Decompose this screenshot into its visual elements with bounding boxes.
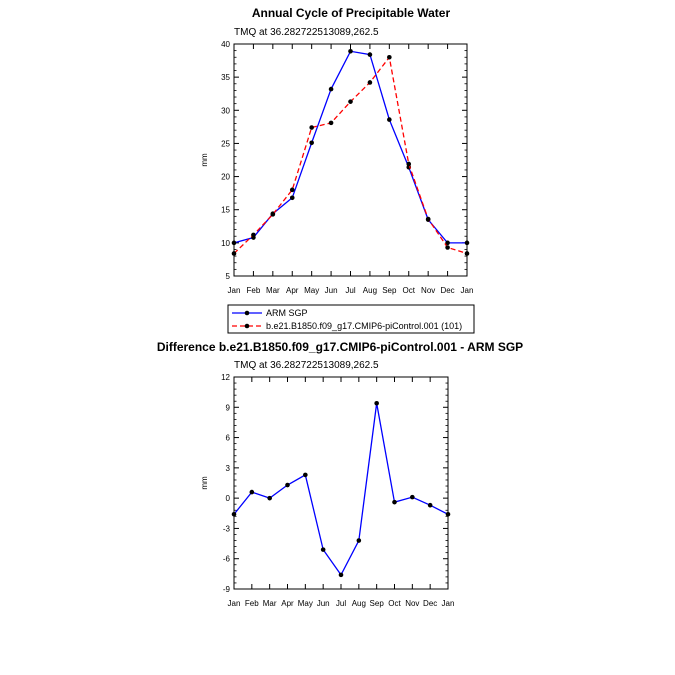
chart-1-series-0-point	[445, 511, 451, 517]
chart-1-ytick-label: -6	[223, 555, 231, 564]
chart-0-ytick-label: 10	[221, 239, 230, 248]
chart-0-series-1-point	[445, 245, 450, 250]
legend-box	[227, 304, 475, 334]
legend-entry-0: ARM SGP	[266, 308, 308, 318]
chart-1-xtick-label: Aug	[352, 599, 366, 608]
chart-1-ylabel: mm	[200, 476, 209, 490]
chart-1-subtitle: TMQ at 36.282722513089,262.5	[234, 360, 379, 371]
chart-0-series-0-point	[289, 195, 295, 201]
legend-marker-1	[244, 323, 250, 329]
chart-0-series-1-point	[387, 54, 392, 60]
chart-0-xtick-label: Mar	[266, 286, 280, 295]
chart-0-series-0-point	[231, 240, 237, 246]
chart-1-series-0-point	[427, 502, 433, 508]
chart-1-xtick-label: Apr	[281, 599, 294, 608]
chart-1-ytick-label: 12	[221, 373, 230, 382]
chart-0-series-1-point	[231, 251, 237, 256]
chart-0-xtick-label: Jun	[325, 286, 338, 295]
chart-1-xtick-label: Oct	[388, 599, 401, 608]
chart-0-ytick-label: 5	[226, 272, 231, 281]
chart-1-xtick-label: Jan	[228, 599, 241, 608]
chart-1-ytick-label: 6	[226, 434, 231, 443]
chart-0-xtick-label: Dec	[440, 286, 454, 295]
chart-1-ytick-label: 3	[226, 464, 231, 473]
chart-0-series-0-point	[387, 117, 392, 122]
chart-1-series-0-point	[249, 489, 255, 495]
chart-1-ytick-label: 0	[226, 494, 231, 503]
chart-1-series-0-point	[410, 494, 415, 500]
chart-0-ytick-label: 35	[221, 73, 230, 82]
chart-1-ytick-label: 9	[226, 403, 231, 412]
chart-1-series-0-point	[338, 572, 344, 578]
chart-0-series-0-point	[367, 52, 373, 57]
chart-1-xtick-label: Feb	[245, 599, 259, 608]
chart-0-series-1-point	[328, 120, 334, 126]
chart-1-series-0-point	[303, 472, 308, 478]
chart-0-ylabel: mm	[200, 153, 209, 167]
chart-0-xtick-label: Nov	[421, 286, 435, 295]
chart-1-xtick-label: Jan	[442, 599, 455, 608]
chart-0-series-1-point	[348, 99, 353, 104]
chart-0-xtick-label: Aug	[363, 286, 377, 295]
chart-0-series-1-point	[289, 187, 295, 193]
chart-0-ytick-label: 25	[221, 139, 230, 148]
chart-0-series-0-point	[464, 240, 470, 246]
chart-1-ytick-label: -3	[223, 524, 231, 533]
chart-0-series-0-point	[309, 140, 314, 146]
chart-0-xtick-label: Sep	[382, 286, 397, 295]
chart-1-xtick-label: May	[298, 599, 313, 608]
chart-0-ytick-label: 15	[221, 206, 230, 215]
chart-0-xtick-label: Jan	[228, 286, 241, 295]
chart-1-xtick-label: Mar	[263, 599, 277, 608]
chart-0-series-0-point	[328, 86, 334, 92]
chart-1-series-0-point	[231, 511, 237, 517]
chart-0-ytick-label: 40	[221, 40, 230, 49]
chart-0-subtitle: TMQ at 36.282722513089,262.5	[234, 27, 379, 38]
chart-1-xtick-label: Jun	[317, 599, 330, 608]
chart-1-series-line-0	[233, 403, 449, 577]
chart-0-series-0-point	[348, 48, 353, 54]
chart-0-ytick-label: 20	[221, 173, 230, 182]
chart-1-xtick-label: Jul	[336, 599, 346, 608]
chart-0-series-0-point	[445, 240, 450, 246]
legend-entry-1: b.e21.B1850.f09_g17.CMIP6-piControl.001 …	[266, 321, 462, 331]
chart-0-series-1-point	[425, 216, 431, 222]
chart-0-xtick-label: Jul	[345, 286, 355, 295]
chart-0-plot-frame	[233, 43, 468, 277]
chart-1-xtick-label: Dec	[423, 599, 437, 608]
chart-1-series-0-point	[320, 547, 326, 552]
chart-0-series-line-1	[233, 55, 468, 255]
chart-1-ytick-label: -9	[223, 585, 231, 594]
chart-0-xtick-label: Feb	[247, 286, 261, 295]
chart-0-ytick-label: 30	[221, 106, 230, 115]
chart-1-series-0-point	[285, 482, 290, 488]
legend-marker-0	[244, 310, 250, 316]
chart-1-xtick-label: Nov	[405, 599, 419, 608]
chart-1-plot-frame	[233, 376, 449, 590]
chart-0-xtick-label: Apr	[286, 286, 299, 295]
chart-1-series-0-point	[356, 538, 362, 543]
chart-0-series-1-point	[251, 232, 256, 238]
chart-1-title: Difference b.e21.B1850.f09_g17.CMIP6-piC…	[157, 340, 523, 354]
chart-0-series-1-point	[270, 212, 276, 217]
chart-1-series-0-point	[267, 495, 272, 501]
chart-0-xtick-label: Oct	[403, 286, 416, 295]
chart-0-xtick-label: May	[304, 286, 319, 295]
chart-1-series-0-point	[392, 499, 397, 505]
chart-1-xtick-label: Sep	[370, 599, 385, 608]
chart-0-series-1-point	[309, 125, 314, 130]
chart-0-series-1-point	[367, 80, 373, 85]
chart-0-xtick-label: Jan	[461, 286, 474, 295]
chart-0-series-1-point	[464, 251, 470, 256]
chart-1-series-0-point	[374, 400, 379, 406]
chart-0-series-1-point	[406, 161, 412, 167]
chart-0-title: Annual Cycle of Precipitable Water	[252, 6, 451, 20]
chart-0-series-line-0	[233, 50, 467, 244]
